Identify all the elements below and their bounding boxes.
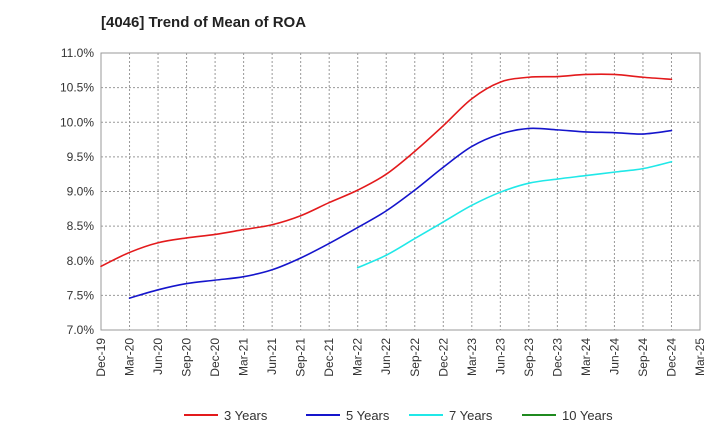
x-tick-label: Sep-21 — [294, 338, 308, 377]
y-tick-label: 11.0% — [61, 46, 94, 60]
series-lines — [100, 73, 673, 299]
legend-label: 10 Years — [562, 408, 613, 423]
chart-title: [4046] Trend of Mean of ROA — [101, 14, 307, 31]
x-tick-label: Jun-20 — [151, 338, 165, 375]
y-tick-label: 9.5% — [67, 150, 95, 164]
legend-label: 7 Years — [449, 408, 493, 423]
x-tick-label: Dec-24 — [664, 338, 678, 377]
x-tick-label: Mar-21 — [237, 338, 251, 376]
legend-label: 3 Years — [224, 408, 268, 423]
x-tick-label: Dec-23 — [550, 338, 564, 377]
y-tick-label: 8.5% — [67, 219, 95, 233]
y-tick-label: 8.0% — [67, 254, 95, 268]
series-line-5-years — [128, 127, 673, 299]
plot-area — [100, 52, 701, 331]
y-axis-tick-labels: 7.0% 7.5% 8.0% 8.5% 9.0% 9.5% 10.0% 10.5% 11.0% — [60, 46, 94, 337]
x-tick-label: Mar-23 — [465, 338, 479, 376]
y-tick-label: 7.5% — [67, 288, 95, 302]
x-tick-label: Mar-20 — [123, 338, 137, 376]
series-line-7-years — [356, 160, 673, 269]
x-tick-label: Dec-21 — [322, 338, 336, 377]
legend-label: 5 Years — [346, 408, 390, 423]
y-tick-label: 10.5% — [60, 81, 94, 95]
x-tick-label: Dec-22 — [436, 338, 450, 377]
x-axis-tick-labels: Dec-19 Mar-20 Jun-20 Sep-20 Dec-20 Mar-21 Jun-… — [94, 338, 707, 377]
x-tick-label: Sep-24 — [636, 338, 650, 377]
x-tick-label: Mar-24 — [579, 338, 593, 376]
x-tick-label: Jun-23 — [493, 338, 507, 375]
y-tick-label: 10.0% — [60, 115, 94, 129]
x-tick-label: Mar-22 — [351, 338, 365, 376]
x-tick-label: Mar-25 — [693, 338, 707, 376]
x-tick-label: Jun-22 — [379, 338, 393, 375]
x-tick-label: Sep-22 — [408, 338, 422, 377]
y-tick-label: 9.0% — [67, 185, 95, 199]
x-tick-label: Sep-20 — [180, 338, 194, 377]
x-tick-label: Jun-21 — [265, 338, 279, 375]
x-tick-label: Jun-24 — [607, 338, 621, 375]
x-tick-label: Dec-19 — [94, 338, 108, 377]
legend: 3 Years 5 Years 7 Years 10 Years — [184, 408, 613, 423]
series-line-3-years — [100, 73, 673, 268]
y-tick-label: 7.0% — [67, 323, 95, 337]
x-tick-label: Dec-20 — [208, 338, 222, 377]
x-tick-label: Sep-23 — [522, 338, 536, 377]
